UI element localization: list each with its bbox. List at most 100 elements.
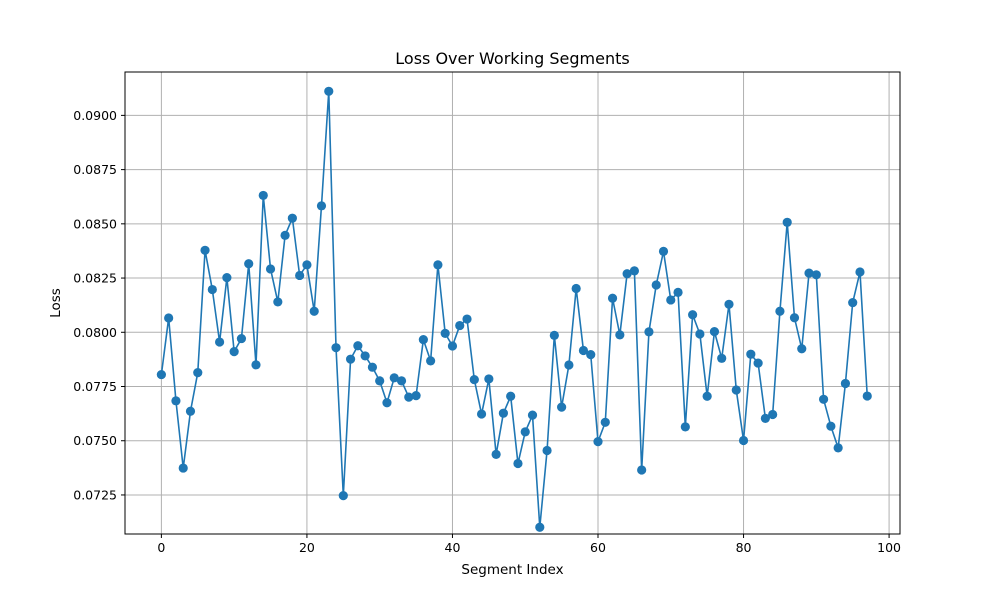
data-point [564, 360, 574, 370]
y-tick-label: 0.0900 [73, 108, 117, 123]
x-tick-label: 80 [736, 540, 752, 555]
data-point [324, 86, 334, 96]
y-tick-label: 0.0750 [73, 433, 117, 448]
data-point [447, 341, 458, 351]
y-tick-label: 0.0850 [73, 216, 117, 231]
data-point [768, 409, 778, 420]
data-point [375, 376, 385, 386]
data-point [629, 266, 639, 276]
data-point [731, 385, 741, 395]
data-point [782, 217, 792, 227]
data-point [418, 335, 428, 345]
data-point [316, 201, 327, 211]
data-point [491, 449, 501, 459]
data-point [287, 213, 297, 223]
data-point [360, 351, 370, 361]
data-point [331, 343, 341, 353]
data-point [673, 287, 683, 297]
data-point [840, 378, 851, 389]
data-point [396, 376, 407, 386]
x-axis-title: Segment Index [461, 562, 563, 578]
data-point [811, 270, 821, 280]
data-point [666, 295, 676, 305]
data-point [818, 394, 829, 404]
data-point [273, 297, 283, 307]
data-point [309, 306, 319, 316]
x-axis-ticks: 0 20 40 60 80 100 [157, 534, 901, 555]
data-point [207, 284, 217, 295]
data-point [367, 362, 378, 372]
data-point [586, 350, 596, 360]
data-point [848, 297, 858, 308]
data-point [717, 353, 727, 363]
data-point [280, 230, 290, 240]
data-point [527, 410, 538, 420]
chart-title: Loss Over Working Segments [395, 49, 629, 68]
data-point [345, 354, 356, 364]
data-point [826, 421, 836, 431]
data-point [426, 356, 436, 366]
y-tick-label: 0.0825 [73, 271, 117, 286]
data-point [476, 409, 487, 419]
data-point [833, 443, 843, 453]
data-point [549, 330, 559, 340]
x-tick-label: 0 [157, 540, 165, 555]
data-point [244, 259, 254, 269]
data-point [688, 310, 698, 320]
data-point [353, 341, 363, 351]
data-point [455, 320, 465, 331]
data-point [637, 465, 647, 475]
data-point [200, 245, 210, 255]
data-point [862, 391, 872, 401]
plot-area [125, 72, 900, 534]
data-point [258, 190, 268, 201]
series-line-layer [160, 90, 869, 529]
data-point [600, 417, 610, 427]
data-point [498, 408, 508, 418]
data-point [433, 260, 443, 270]
data-point [506, 391, 516, 401]
data-point [542, 445, 552, 456]
data-point [382, 398, 392, 408]
data-point [469, 374, 479, 385]
data-point [171, 396, 181, 406]
data-point [222, 273, 232, 283]
x-tick-label: 20 [299, 540, 315, 555]
data-point [571, 283, 581, 294]
data-point [178, 463, 188, 473]
data-point [651, 280, 661, 290]
x-tick-label: 40 [445, 540, 461, 555]
data-point [644, 327, 654, 337]
data-point [215, 337, 225, 347]
data-point [265, 264, 276, 274]
plot-frame [124, 71, 901, 535]
data-point [658, 246, 669, 256]
series-line [160, 90, 869, 529]
data-point [702, 391, 712, 401]
data-point [185, 406, 196, 416]
data-point [724, 299, 734, 309]
data-point [156, 369, 166, 380]
data-point [462, 314, 472, 324]
data-point [709, 327, 720, 337]
y-tick-label: 0.0775 [73, 379, 117, 394]
data-point [797, 344, 807, 354]
data-point [578, 345, 589, 356]
data-point [520, 427, 530, 437]
data-point [338, 491, 348, 501]
y-tick-label: 0.0875 [73, 162, 117, 177]
data-point [615, 330, 625, 340]
data-point [513, 458, 523, 469]
data-point [193, 368, 203, 378]
y-axis-ticks: 0.0725 0.0750 0.0775 0.0800 0.0825 0.0850 0.08… [73, 108, 125, 502]
data-point [411, 391, 421, 401]
y-tick-label: 0.0725 [73, 487, 117, 502]
x-tick-label: 60 [590, 540, 606, 555]
data-point [295, 270, 305, 281]
data-point [680, 422, 690, 432]
grid [125, 72, 900, 534]
data-point [484, 374, 494, 384]
data-point [775, 306, 785, 316]
data-point [622, 269, 632, 279]
